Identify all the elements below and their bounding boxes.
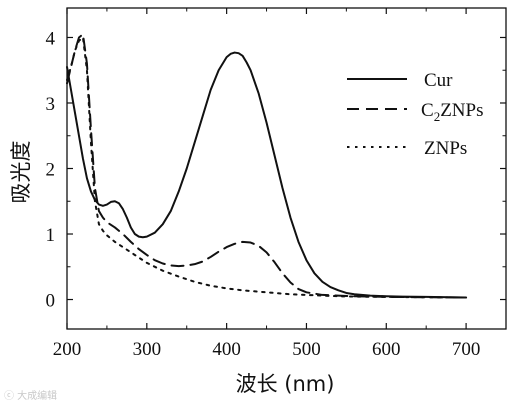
legend-label-cur: Cur — [424, 70, 453, 91]
legend: Cur C2ZNPs ZNPs — [347, 70, 483, 159]
y-tick-label-4: 4 — [46, 28, 56, 49]
x-tick-label-500: 500 — [292, 339, 321, 360]
x-tick-label-600: 600 — [372, 339, 401, 360]
series-line-cur — [66, 51, 468, 299]
plot-frame — [66, 7, 507, 330]
series-line-c2znps — [66, 33, 468, 299]
legend-label-c2znps-sub: 2 — [434, 109, 441, 124]
tick-marks — [66, 8, 506, 329]
axes — [66, 7, 507, 330]
y-tick-label-3: 3 — [46, 94, 56, 115]
y-tick-label-1: 1 — [46, 225, 56, 246]
series-lines — [66, 33, 468, 299]
watermark-text: ⓒ 大成编辑 — [4, 389, 57, 402]
series-line-znps — [66, 36, 468, 299]
x-tick-label-200: 200 — [53, 339, 82, 360]
legend-label-c2znps: C2ZNPs — [421, 100, 483, 124]
y-axis-title: 吸光度 — [9, 141, 33, 204]
x-axis-title: 波长 (nm) — [236, 372, 335, 396]
x-tick-label-300: 300 — [133, 339, 162, 360]
tick-labels: 200 300 400 500 600 700 0 1 2 3 4 — [46, 28, 481, 360]
y-tick-label-2: 2 — [46, 160, 56, 181]
x-tick-label-400: 400 — [212, 339, 241, 360]
x-tick-label-700: 700 — [452, 339, 481, 360]
legend-label-znps: ZNPs — [424, 138, 467, 159]
y-tick-label-0: 0 — [46, 291, 56, 312]
legend-label-c2znps-main: C — [421, 100, 434, 121]
legend-label-c2znps-rest: ZNPs — [440, 100, 483, 121]
